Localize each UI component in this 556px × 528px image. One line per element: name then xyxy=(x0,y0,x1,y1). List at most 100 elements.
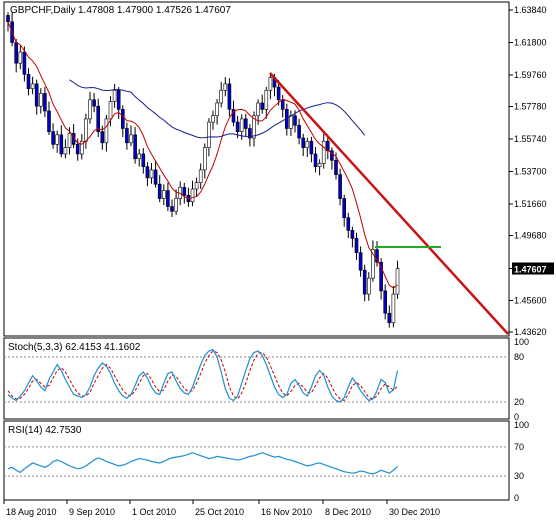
price-tick-label: 1.57780 xyxy=(514,102,547,112)
stoch-level-label: 20 xyxy=(514,397,524,407)
candle-body xyxy=(354,238,359,253)
candle-body xyxy=(104,118,109,144)
candle-body xyxy=(100,131,105,144)
candle-body xyxy=(153,169,158,185)
candle-body xyxy=(227,83,232,110)
candle-body xyxy=(63,147,68,155)
candle-body xyxy=(313,153,318,168)
downtrend-line xyxy=(269,72,509,335)
candle-body xyxy=(145,166,150,179)
candle-body xyxy=(194,182,199,190)
candle-body xyxy=(59,134,64,155)
candle-body xyxy=(260,102,265,110)
candle-body xyxy=(321,140,326,164)
candle-body xyxy=(350,230,355,239)
candle-body xyxy=(129,134,133,144)
candle-body xyxy=(116,89,121,110)
candle-body xyxy=(334,160,338,175)
candle-body xyxy=(125,128,129,144)
price-panel xyxy=(3,1,510,337)
candle-body xyxy=(137,153,141,160)
candle-body xyxy=(280,99,285,110)
candle-body xyxy=(231,109,236,123)
x-tick-label: 8 Dec 2010 xyxy=(325,507,371,517)
candle-body xyxy=(162,190,166,199)
candle-body xyxy=(309,140,314,155)
candle-body xyxy=(166,190,170,207)
candle-body xyxy=(141,153,146,168)
price-tick-label: 1.59760 xyxy=(514,70,547,80)
candle-body xyxy=(235,121,240,132)
price-tick-label: 1.55740 xyxy=(514,134,547,144)
candle-body xyxy=(75,144,80,155)
candle-body xyxy=(14,42,18,64)
stoch-level-label: 0 xyxy=(514,412,519,422)
current-price-label: 1.47607 xyxy=(514,265,547,275)
candle-body xyxy=(395,268,400,295)
candle-body xyxy=(149,169,154,179)
candle-body xyxy=(289,115,293,129)
candle-body xyxy=(391,293,396,324)
x-tick-label: 25 Oct 2010 xyxy=(195,507,244,517)
stoch-level-label: 80 xyxy=(514,352,524,362)
price-tick-label: 1.53700 xyxy=(514,166,547,176)
x-tick-label: 1 Oct 2010 xyxy=(132,507,176,517)
candle-body xyxy=(18,51,23,64)
candle-body xyxy=(293,115,297,126)
candle-body xyxy=(297,124,301,139)
candle-body xyxy=(211,115,215,123)
candle-body xyxy=(182,187,187,196)
candle-body xyxy=(207,121,211,148)
candle-body xyxy=(301,137,306,148)
slow-moving-average xyxy=(69,79,366,139)
ohlc-readout: 1.47808 1.47900 1.47526 1.47607 xyxy=(78,5,231,16)
candle-body xyxy=(379,261,383,292)
stoch-signal-line xyxy=(7,350,398,402)
rsi-line xyxy=(7,452,398,475)
candle-body xyxy=(338,174,342,199)
rsi-label: RSI(14) 42.7530 xyxy=(8,425,82,436)
candle-body xyxy=(215,102,219,117)
candle-body xyxy=(96,105,100,132)
candle-body xyxy=(362,269,367,295)
rsi-level-label: 30 xyxy=(514,471,524,481)
price-tick-label: 1.43620 xyxy=(514,327,547,337)
price-tick-label: 1.61800 xyxy=(514,37,547,47)
candle-body xyxy=(34,83,39,107)
candle-body xyxy=(358,252,363,271)
candle-body xyxy=(47,110,51,132)
candle-body xyxy=(383,290,388,314)
candle-body xyxy=(387,312,392,324)
candle-body xyxy=(174,198,178,212)
candle-body xyxy=(108,101,113,120)
rsi-level-label: 0 xyxy=(514,493,519,503)
rsi-panel xyxy=(3,420,510,501)
candle-body xyxy=(80,140,84,155)
candle-body xyxy=(342,198,347,218)
candle-body xyxy=(30,83,35,89)
x-tick-label: 9 Sep 2010 xyxy=(69,507,115,517)
stoch-level-label: 100 xyxy=(514,337,529,347)
candle-body xyxy=(256,102,260,117)
candle-body xyxy=(157,183,162,199)
x-tick-label: 16 Nov 2010 xyxy=(261,507,312,517)
candle-body xyxy=(84,118,88,142)
stoch-main-line xyxy=(7,348,399,403)
candle-body xyxy=(92,99,96,107)
symbol-label: GBPCHF,Daily xyxy=(10,5,76,16)
candle-body xyxy=(317,163,322,168)
candle-body xyxy=(330,150,334,161)
rsi-level-label: 100 xyxy=(514,420,529,430)
candle-body xyxy=(22,51,27,75)
candle-body xyxy=(133,134,137,160)
x-tick-label: 30 Dec 2010 xyxy=(389,507,440,517)
candle-body xyxy=(239,118,244,132)
candle-body xyxy=(276,86,281,101)
price-layer xyxy=(6,12,509,335)
candle-body xyxy=(346,217,351,231)
candle-body xyxy=(51,131,55,145)
candle-body xyxy=(26,74,31,89)
fast-moving-average xyxy=(7,21,398,289)
